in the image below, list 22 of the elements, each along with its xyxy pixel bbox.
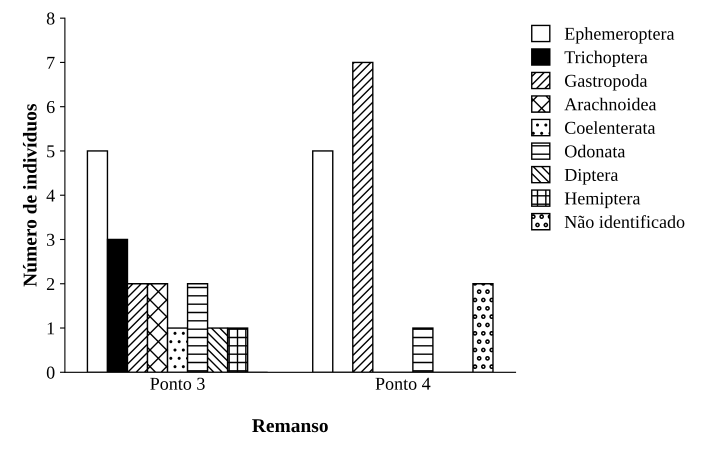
y-tick-label: 3	[47, 234, 54, 246]
y-axis-title: Número de indivíduos	[22, 104, 37, 287]
x-tick-label: Ponto 3	[150, 378, 205, 390]
y-tick-label: 4	[46, 190, 55, 202]
legend-label: Trichoptera	[564, 50, 648, 68]
legend-label: Não identificado	[564, 215, 684, 228]
y-tick-label: 8	[46, 12, 54, 25]
legend-label: Hemiptera	[564, 192, 640, 208]
y-tick-label: 7	[47, 56, 55, 69]
legend-label: Coelenterata	[564, 121, 656, 134]
legend-label: Diptera	[564, 168, 618, 185]
legend-label: Arachnoidea	[564, 98, 656, 110]
y-tick-label: 2	[46, 278, 54, 290]
x-axis-title: Remanso	[252, 419, 328, 432]
y-tick-label: 0	[46, 366, 54, 379]
y-tick-label: 1	[48, 322, 54, 334]
x-tick-label: Ponto 4	[376, 378, 430, 390]
legend-label: Gastropoda	[564, 74, 648, 91]
y-tick-label: 6	[46, 101, 55, 114]
y-tick-label: 5	[47, 145, 54, 158]
legend-label: Odonata	[564, 144, 626, 158]
legend-label: Ephemeroptera	[564, 27, 674, 44]
